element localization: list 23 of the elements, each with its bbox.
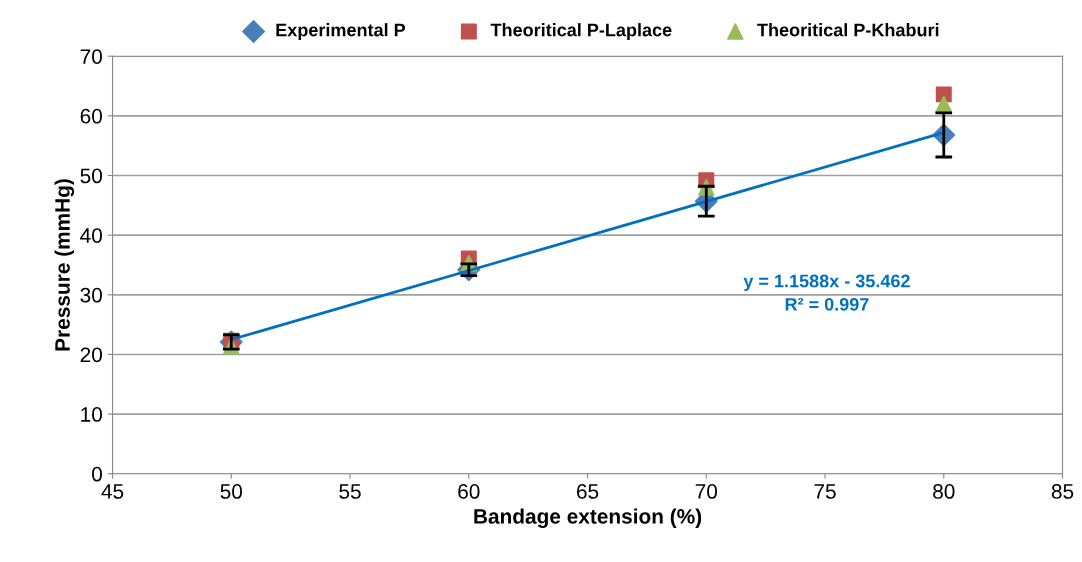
y-tick-label: 30 (80, 287, 102, 303)
x-tick-label: 70 (695, 484, 718, 499)
y-tick-label: 0 (92, 466, 102, 482)
y-tick-label: 60 (80, 108, 102, 124)
x-tick-label: 85 (1051, 484, 1074, 499)
x-tick-label: 50 (220, 484, 243, 499)
x-tick-label: 80 (933, 484, 955, 499)
x-axis-title: Bandage extension (%) (474, 508, 702, 528)
legend-label: Experimental P (276, 23, 406, 40)
x-tick-label: 60 (458, 484, 480, 499)
x-tick-label: 65 (577, 484, 599, 499)
y-tick-label: 50 (80, 168, 102, 184)
x-tick-label: 45 (101, 484, 124, 499)
y-tick-label: 40 (80, 228, 102, 243)
y-axis-title: Pressure (mmHg) (54, 179, 75, 351)
y-tick-label: 20 (80, 347, 102, 363)
legend-label: Theoritical P-Khaburi (757, 23, 939, 37)
x-tick-label: 75 (814, 484, 836, 499)
annotation: y = 1.1588x - 35.462 R² = 0.997 (743, 274, 910, 311)
y-tick-label: 10 (81, 407, 102, 422)
legend-label: Theoritical P-Laplace (490, 23, 672, 40)
x-tick-label: 55 (339, 484, 361, 499)
y-tick-label: 70 (80, 49, 102, 64)
